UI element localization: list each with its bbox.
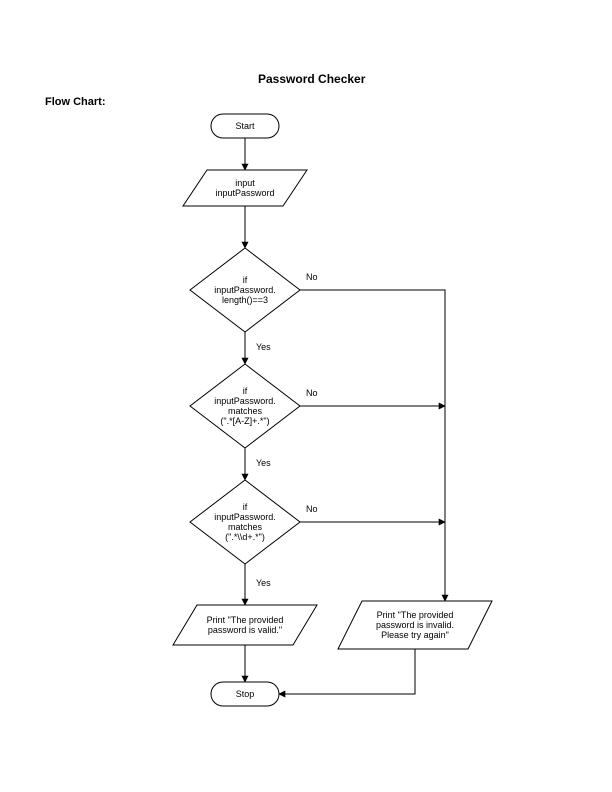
node-text-d1: inputPassword. (214, 285, 276, 295)
node-text-start: Start (235, 121, 255, 131)
flow-edge (279, 649, 415, 694)
node-text-d1: length()==3 (222, 295, 268, 305)
edge-label: No (306, 504, 318, 514)
edge-label: Yes (256, 342, 271, 352)
node-text-input: input (235, 178, 255, 188)
node-text-d2: if (243, 386, 248, 396)
node-text-d1: if (243, 275, 248, 285)
node-text-stop: Stop (236, 689, 255, 699)
node-text-d2: inputPassword. (214, 396, 276, 406)
node-text-d3: (".*\\d+.*") (225, 532, 265, 542)
flow-edge (300, 290, 445, 601)
node-text-valid: Print "The provided (207, 615, 284, 625)
node-text-d2: (".*[A-Z]+.*") (220, 416, 269, 426)
node-text-d2: matches (228, 406, 263, 416)
node-text-d3: if (243, 502, 248, 512)
edge-label: Yes (256, 458, 271, 468)
edge-label: No (306, 388, 318, 398)
edge-label: No (306, 272, 318, 282)
edge-label: Yes (256, 578, 271, 588)
node-text-invalid: Print "The provided (377, 610, 454, 620)
node-text-d3: matches (228, 522, 263, 532)
node-text-invalid: Please try again" (381, 630, 449, 640)
node-text-input: inputPassword (215, 188, 274, 198)
node-text-valid: password is valid." (208, 625, 282, 635)
node-text-d3: inputPassword. (214, 512, 276, 522)
node-text-invalid: password is invalid. (376, 620, 454, 630)
flowchart: Yes Yes Yes No No No Start inputinputPassword if… (0, 0, 612, 792)
